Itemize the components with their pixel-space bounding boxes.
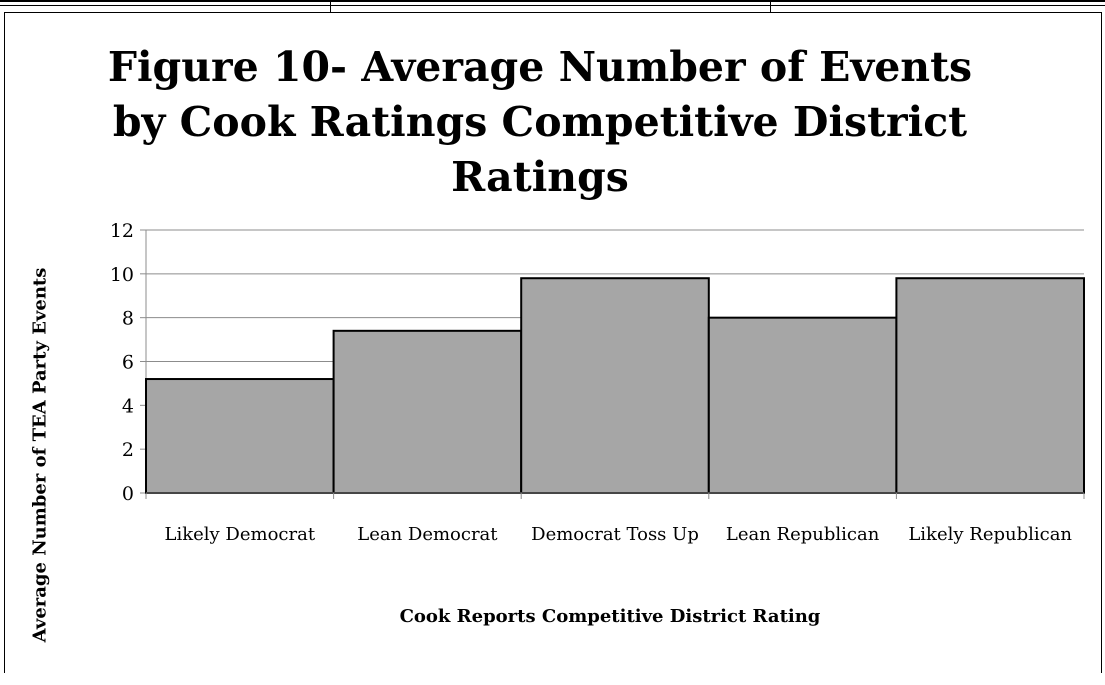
chart-title: Figure 10- Average Number of Events by C… (107, 43, 973, 201)
x-tick-label: Lean Democrat (357, 524, 498, 545)
y-tick-label: 6 (122, 352, 134, 374)
x-axis-label: Cook Reports Competitive District Rating (399, 606, 821, 627)
page-rule-second (0, 5, 1105, 6)
y-tick-label: 2 (122, 439, 134, 461)
chart-plot: 0 2 4 6 8 10 12 (110, 220, 1086, 505)
y-tick-label: 0 (122, 483, 134, 505)
page-cell-divider (770, 0, 771, 12)
page-cell-divider (330, 0, 331, 12)
x-tick-label: Likely Republican (908, 524, 1073, 545)
bar (707, 316, 898, 494)
y-tick-label: 8 (122, 308, 134, 330)
bar (520, 277, 710, 495)
x-tick-label: Democrat Toss Up (531, 524, 699, 545)
page-rule-top (0, 0, 1105, 2)
bar (332, 329, 523, 495)
y-tick-label: 4 (122, 395, 134, 417)
y-tick-label: 12 (110, 220, 134, 242)
y-tick-label: 10 (110, 264, 134, 286)
x-tick-label: Lean Republican (725, 524, 880, 545)
x-tick-label: Likely Democrat (164, 524, 316, 545)
bar (145, 378, 335, 494)
bar (895, 277, 1086, 495)
chart-frame (4, 12, 1102, 673)
